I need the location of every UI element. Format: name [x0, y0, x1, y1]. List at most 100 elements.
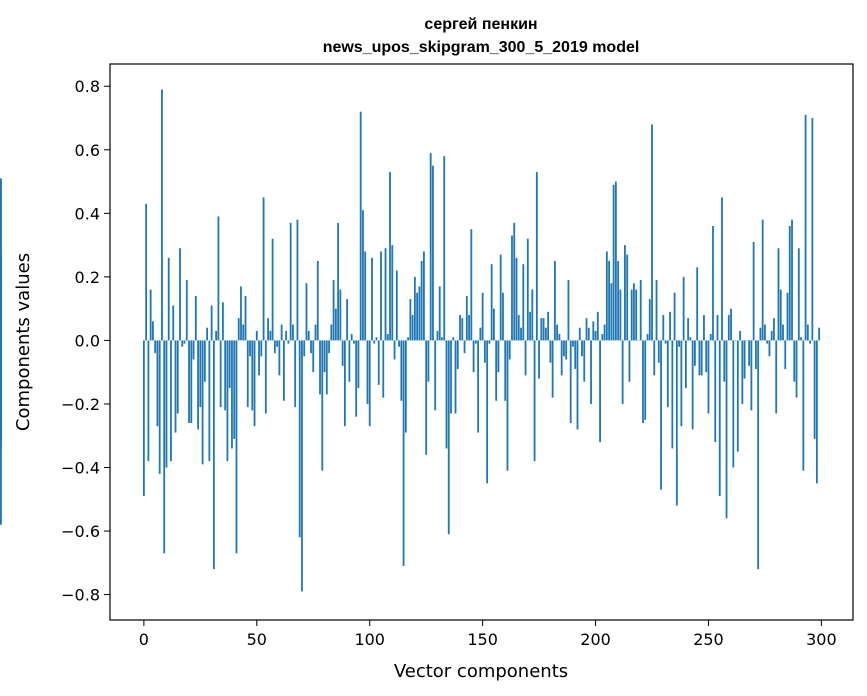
bar — [348, 340, 351, 382]
bar — [479, 327, 482, 341]
bar — [310, 340, 312, 354]
bar — [671, 340, 674, 449]
x-tick-label: 200 — [580, 630, 611, 649]
bar — [181, 340, 184, 347]
bar — [280, 324, 283, 341]
bar — [626, 254, 629, 341]
bar — [427, 340, 430, 382]
bar — [343, 340, 346, 427]
bar — [578, 327, 581, 341]
bar — [359, 111, 362, 341]
bar — [723, 340, 726, 382]
bar — [328, 340, 330, 354]
bar — [463, 340, 466, 354]
bar — [316, 260, 319, 341]
bar — [296, 219, 299, 341]
bar — [788, 226, 791, 341]
bar — [208, 340, 211, 462]
bar — [145, 203, 148, 341]
bar — [170, 340, 172, 462]
bar — [292, 324, 294, 341]
bar — [251, 340, 254, 411]
bar — [470, 229, 473, 341]
bar — [567, 280, 570, 341]
bar — [515, 257, 518, 341]
bar — [459, 314, 461, 341]
bar — [386, 334, 389, 341]
bar — [337, 222, 339, 341]
plot-frame — [109, 63, 854, 621]
bar — [791, 219, 793, 341]
y-tick-label: −0.6 — [61, 522, 100, 541]
bar — [811, 118, 814, 341]
bar — [531, 289, 534, 341]
bar — [592, 321, 595, 341]
bar — [152, 321, 154, 341]
bar — [660, 340, 662, 490]
bar — [581, 340, 583, 357]
bar — [633, 283, 635, 341]
bar — [565, 340, 568, 360]
x-tick-label: 300 — [806, 630, 837, 649]
bar — [246, 340, 249, 408]
bar — [520, 327, 522, 341]
bar — [680, 340, 683, 427]
y-axis-ticks: −0.8 −0.6 −0.4 −0.2 0.0 0.2 0.4 0.6 0.8 — [61, 77, 110, 605]
y-tick-label: −0.2 — [61, 395, 100, 414]
bar — [432, 165, 434, 341]
bar — [389, 172, 391, 341]
bar — [806, 324, 809, 341]
bar — [142, 340, 145, 497]
bar — [689, 337, 692, 341]
bar — [648, 299, 651, 341]
bar — [748, 340, 751, 366]
x-axis-ticks: 0 50 100 150 200 250 300 — [139, 620, 837, 649]
bar — [156, 340, 159, 427]
bar — [226, 340, 229, 462]
bar — [445, 340, 448, 449]
bar — [163, 340, 166, 554]
bar — [657, 340, 660, 363]
bar — [506, 340, 509, 471]
bar — [447, 340, 450, 535]
bar — [278, 340, 281, 376]
x-tick-label: 150 — [467, 630, 498, 649]
bar — [438, 286, 441, 341]
bar — [377, 340, 380, 385]
bar — [325, 340, 328, 395]
bar — [551, 340, 554, 398]
bar — [409, 299, 412, 341]
bars-group — [0, 89, 821, 592]
bar — [276, 340, 279, 347]
bar — [678, 340, 681, 347]
bar — [255, 330, 258, 341]
x-axis-label: Vector components — [394, 661, 568, 682]
bar — [646, 334, 649, 341]
bar — [362, 210, 364, 341]
bar — [594, 330, 597, 341]
bar — [420, 260, 423, 341]
bar — [294, 340, 297, 408]
bar — [768, 340, 771, 357]
bar — [691, 340, 694, 430]
bar — [154, 340, 157, 354]
bar — [161, 89, 163, 341]
bar — [502, 292, 504, 341]
bar — [456, 340, 459, 369]
bar — [599, 340, 601, 443]
bar — [741, 340, 744, 404]
bar — [705, 340, 708, 373]
bar — [544, 327, 547, 341]
bar — [712, 226, 714, 341]
bar — [393, 340, 396, 360]
bar — [815, 340, 818, 484]
bar — [206, 327, 209, 341]
bar — [483, 340, 486, 363]
chart-title-line-1: сергей пенкин — [424, 16, 537, 33]
bar — [732, 340, 735, 468]
bar — [752, 241, 755, 341]
bar — [312, 340, 315, 373]
bar — [736, 340, 739, 452]
bar — [696, 267, 699, 341]
bar — [547, 311, 550, 341]
